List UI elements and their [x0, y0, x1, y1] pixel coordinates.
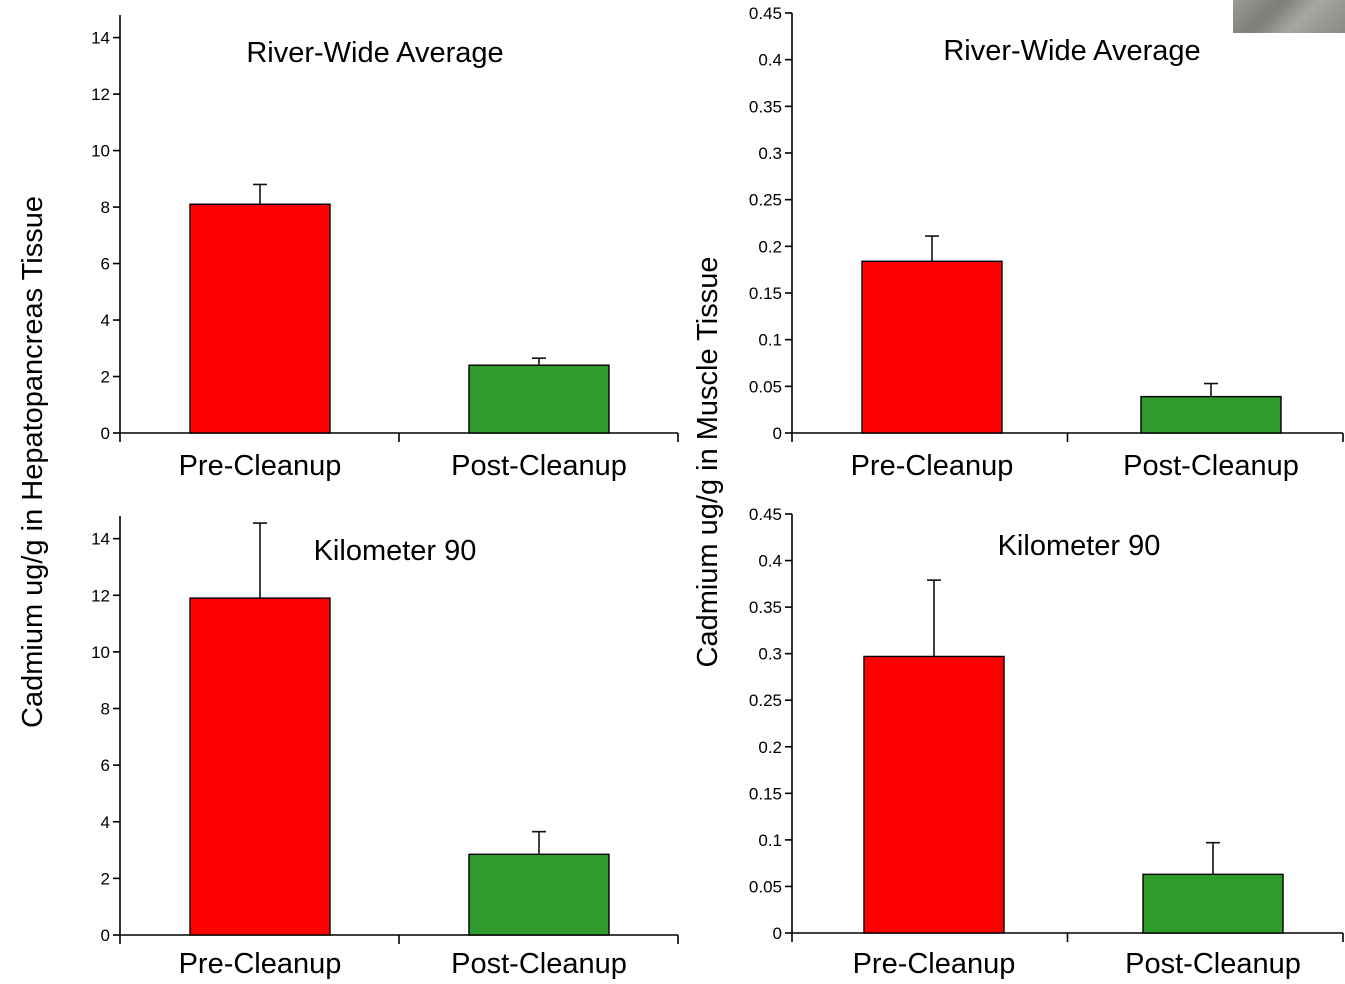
chart-km90-hepato: 0 2 4 6 8 10 12 14 Pre-Cleanup Post-Cleanup Kilome… — [91, 516, 679, 980]
y-tick-label: 0.3 — [758, 144, 782, 163]
y-tick-label: 4 — [101, 311, 110, 330]
y-axis-label-muscle: Cadmium ug/g in Muscle Tissue — [692, 257, 724, 668]
y-tick-label: 2 — [101, 869, 110, 888]
y-tick-label: 12 — [91, 586, 110, 605]
bar-pre-cleanup — [861, 260, 1003, 434]
y-tick-label: 0.3 — [758, 645, 782, 664]
y-tick-label: 0 — [101, 926, 110, 945]
chart-river-hepato: 0 2 4 6 8 10 12 14 Pre-Cleanup Post-Cleanup River-… — [91, 15, 679, 482]
chart-km90-muscle: 0 0.05 0.1 0.15 0.2 0.25 0.3 0.35 0.4 0.45 Pre-Cle… — [749, 505, 1344, 980]
y-tick-label: 4 — [101, 813, 110, 832]
y-tick-label: 0 — [773, 924, 782, 943]
bar-pre-cleanup — [863, 655, 1005, 934]
y-tick-label: 0.35 — [749, 598, 782, 617]
x-category-label: Post-Cleanup — [1123, 450, 1299, 482]
x-category-label: Pre-Cleanup — [853, 948, 1016, 980]
x-category-label: Pre-Cleanup — [851, 450, 1014, 482]
y-tick-label: 0.4 — [758, 51, 782, 70]
bar-post-cleanup — [468, 364, 610, 434]
chart-title: River-Wide Average — [246, 37, 503, 69]
y-tick-label: 0.1 — [758, 331, 782, 350]
bar-post-cleanup — [1140, 395, 1282, 434]
chart-title: River-Wide Average — [943, 35, 1200, 67]
bar-pre-cleanup — [189, 597, 331, 936]
chart-title: Kilometer 90 — [314, 535, 477, 567]
y-tick-label: 0.15 — [749, 284, 782, 303]
y-tick-label: 0.2 — [758, 237, 782, 256]
y-tick-label: 8 — [101, 198, 110, 217]
y-tick-label: 6 — [101, 756, 110, 775]
y-tick-label: 14 — [91, 530, 110, 549]
y-tick-label: 10 — [91, 142, 110, 161]
y-tick-label: 14 — [91, 29, 110, 48]
x-category-label: Pre-Cleanup — [179, 948, 342, 980]
y-tick-label: 0 — [773, 424, 782, 443]
x-category-label: Post-Cleanup — [451, 450, 627, 482]
y-tick-label: 8 — [101, 700, 110, 719]
x-category-label: Post-Cleanup — [1125, 948, 1301, 980]
bar-post-cleanup — [1142, 873, 1284, 934]
y-tick-label: 6 — [101, 255, 110, 274]
chart-panels: 0 2 4 6 8 10 12 14 Pre-Cleanup Post-Cleanup River-… — [91, 4, 1344, 980]
y-tick-label: 2 — [101, 368, 110, 387]
y-tick-label: 0.25 — [749, 191, 782, 210]
chart-title: Kilometer 90 — [998, 530, 1161, 562]
x-category-label: Post-Cleanup — [451, 948, 627, 980]
y-axis-label-hepatopancreas: Cadmium ug/g in Hepatopancreas Tissue — [17, 196, 49, 728]
y-tick-label: 0.05 — [749, 877, 782, 896]
y-tick-label: 0 — [101, 424, 110, 443]
y-tick-label: 0.25 — [749, 691, 782, 710]
y-tick-label: 0.05 — [749, 377, 782, 396]
bar-post-cleanup — [468, 853, 610, 936]
y-tick-label: 0.45 — [749, 505, 782, 524]
chart-river-muscle: 0 0.05 0.1 0.15 0.2 0.25 0.3 0.35 0.4 0.45 Pre-Cle… — [749, 4, 1344, 482]
y-tick-label: 0.4 — [758, 552, 782, 571]
x-category-label: Pre-Cleanup — [179, 450, 342, 482]
y-tick-label: 0.15 — [749, 784, 782, 803]
y-tick-label: 0.2 — [758, 738, 782, 757]
photo-thumbnail — [1233, 0, 1345, 33]
bar-pre-cleanup — [189, 203, 331, 434]
y-tick-label: 0.45 — [749, 4, 782, 23]
y-tick-label: 0.1 — [758, 831, 782, 850]
y-tick-label: 0.35 — [749, 97, 782, 116]
y-tick-label: 10 — [91, 643, 110, 662]
y-tick-label: 12 — [91, 85, 110, 104]
